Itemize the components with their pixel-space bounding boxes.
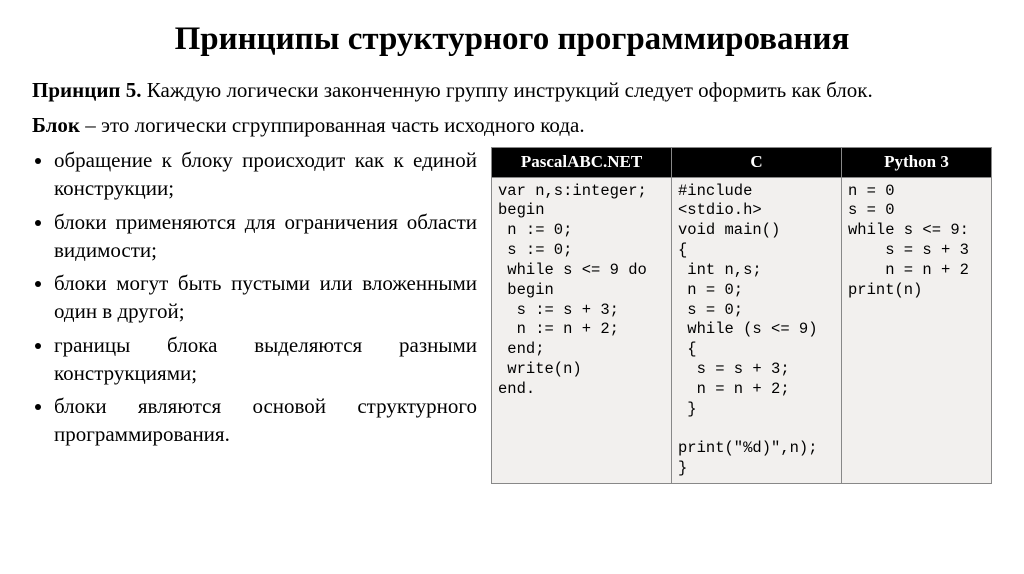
principle-label: Принцип 5. bbox=[32, 78, 142, 102]
python-code: n = 0 s = 0 while s <= 9: s = s + 3 n = … bbox=[848, 182, 985, 301]
bullet-list-container: обращение к блоку происходит как к едино… bbox=[32, 147, 477, 484]
principle-paragraph: Принцип 5. Каждую логически законченную … bbox=[32, 77, 992, 104]
code-cell-c: #include <stdio.h> void main() { int n,s… bbox=[672, 177, 842, 483]
principle-text: Каждую логически законченную группу инст… bbox=[142, 78, 873, 102]
table-header-c: C bbox=[672, 148, 842, 177]
pascal-code: var n,s:integer; begin n := 0; s := 0; w… bbox=[498, 182, 665, 400]
list-item: блоки являются основой структурного прог… bbox=[54, 393, 477, 448]
code-cell-python: n = 0 s = 0 while s <= 9: s = s + 3 n = … bbox=[842, 177, 992, 483]
code-comparison-table: PascalABC.NET C Python 3 var n,s:integer… bbox=[491, 147, 992, 484]
block-def-text: – это логически сгруппированная часть ис… bbox=[80, 113, 585, 137]
list-item: блоки могут быть пустыми или вложенными … bbox=[54, 270, 477, 325]
list-item: блоки применяются для ограничения област… bbox=[54, 209, 477, 264]
list-item: границы блока выделяются разными констру… bbox=[54, 332, 477, 387]
table-header-python: Python 3 bbox=[842, 148, 992, 177]
bullet-list: обращение к блоку происходит как к едино… bbox=[32, 147, 477, 448]
block-label: Блок bbox=[32, 113, 80, 137]
page-title: Принципы структурного программирования bbox=[32, 18, 992, 61]
code-cell-pascal: var n,s:integer; begin n := 0; s := 0; w… bbox=[492, 177, 672, 483]
list-item: обращение к блоку происходит как к едино… bbox=[54, 147, 477, 202]
c-code: #include <stdio.h> void main() { int n,s… bbox=[678, 182, 835, 479]
table-header-pascal: PascalABC.NET bbox=[492, 148, 672, 177]
block-definition: Блок – это логически сгруппированная час… bbox=[32, 112, 992, 139]
